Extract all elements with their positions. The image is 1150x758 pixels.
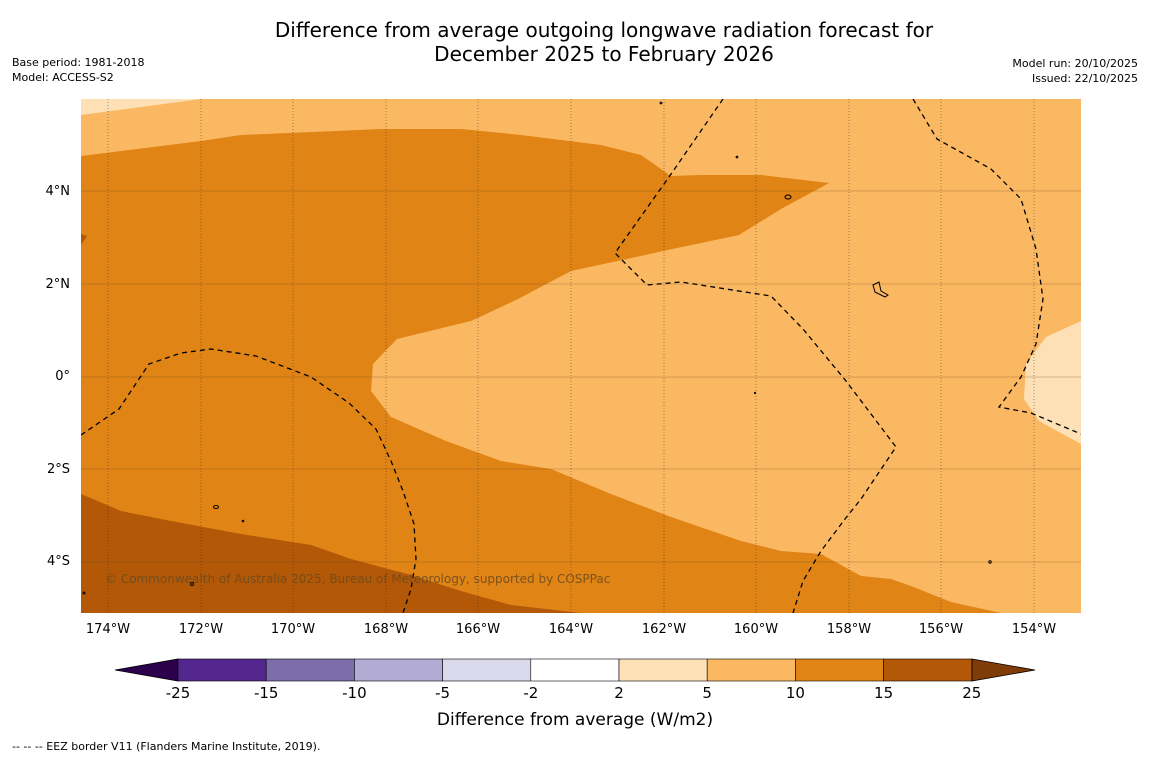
eez-footnote: -- -- -- EEZ border V11 (Flanders Marine… xyxy=(12,740,321,753)
eez-border-west xyxy=(81,348,417,613)
lon-label-172w: 172°W xyxy=(178,622,224,637)
lon-label-166w: 166°W xyxy=(455,622,501,637)
model-run: Model run: 20/10/2025 xyxy=(1012,57,1138,70)
band-10-to-15 xyxy=(81,129,1001,613)
lon-label-154w: 154°W xyxy=(1011,622,1057,637)
meta-left: Base period: 1981-2018 Model: ACCESS-S2 xyxy=(12,55,144,85)
lon-label-174w: 174°W xyxy=(85,622,131,637)
colorbar-svg xyxy=(114,658,1036,682)
band-2-to-5-northwest xyxy=(81,99,201,115)
lon-label-170w: 170°W xyxy=(270,622,316,637)
colorbar-cell-4 xyxy=(530,658,620,682)
lon-label-168w: 168°W xyxy=(363,622,409,637)
colorbar-label-4: -2 xyxy=(523,684,539,702)
colorbar-under-triangle xyxy=(114,658,179,682)
colorbar-label-8: 15 xyxy=(874,684,894,702)
colorbar-label-2: -10 xyxy=(342,684,367,702)
island-a xyxy=(784,194,792,200)
eez-border-central xyxy=(614,99,897,613)
band-15-to-25-edge xyxy=(81,234,87,245)
colorbar-title: Difference from average (W/m2) xyxy=(436,710,714,730)
lon-label-156w: 156°W xyxy=(918,622,964,637)
eez-borders xyxy=(81,99,1081,613)
map-svg xyxy=(81,99,1081,613)
colorbar-label-9: 25 xyxy=(962,684,982,702)
island-j xyxy=(82,591,86,595)
model-name: Model: ACCESS-S2 xyxy=(12,71,114,84)
colorbar-label-6: 5 xyxy=(702,684,712,702)
island-b xyxy=(872,281,889,298)
colorbar-over-triangle xyxy=(971,658,1036,682)
island-e xyxy=(190,582,194,586)
island-i xyxy=(988,560,992,564)
copyright-notice: © Commonwealth of Australia 2025, Bureau… xyxy=(105,572,611,586)
band-2-to-5-east xyxy=(1024,321,1081,444)
lat-label-0: 0° xyxy=(55,369,70,384)
map-panel[interactable] xyxy=(81,99,1081,613)
lon-label-160w: 160°W xyxy=(733,622,779,637)
island-d xyxy=(241,519,245,523)
colorbar-cell-1 xyxy=(265,658,355,682)
island-f xyxy=(659,101,663,105)
meta-right: Model run: 20/10/2025 Issued: 22/10/2025 xyxy=(1012,56,1138,86)
colorbar-cell-8 xyxy=(883,658,973,682)
issued-date: Issued: 22/10/2025 xyxy=(1031,72,1138,85)
band-15-to-25 xyxy=(81,494,581,613)
colorbar-label-1: -15 xyxy=(253,684,279,702)
colorbar-cell-0 xyxy=(177,658,267,682)
title-line-2: December 2025 to February 2026 xyxy=(434,42,774,66)
islands xyxy=(82,101,992,595)
colorbar-cell-5 xyxy=(618,658,708,682)
eez-border-east xyxy=(912,99,1081,435)
colorbar xyxy=(113,657,1038,685)
colorbar-label-7: 10 xyxy=(785,684,805,702)
colorbar-cell-3 xyxy=(442,658,532,682)
colorbar-cell-7 xyxy=(795,658,884,682)
lon-label-164w: 164°W xyxy=(548,622,594,637)
island-c xyxy=(213,505,219,509)
island-h xyxy=(753,391,757,395)
lat-label-4s: 4°S xyxy=(46,554,70,569)
colorbar-label-0: -25 xyxy=(165,684,191,702)
lon-label-162w: 162°W xyxy=(641,622,687,637)
lat-label-2s: 2°S xyxy=(46,462,70,477)
lat-label-2n: 2°N xyxy=(45,277,71,292)
lat-label-4n: 4°N xyxy=(45,184,71,199)
colorbar-cell-6 xyxy=(706,658,796,682)
base-period: Base period: 1981-2018 xyxy=(12,56,145,69)
title-line-1: Difference from average outgoing longwav… xyxy=(274,18,934,42)
colorbar-label-5: 2 xyxy=(614,684,624,702)
island-g xyxy=(735,155,739,159)
colorbar-cell-2 xyxy=(354,658,443,682)
chart-title: Difference from average outgoing longwav… xyxy=(0,18,1150,66)
latitude-gridlines xyxy=(81,190,1081,563)
lon-label-158w: 158°W xyxy=(826,622,872,637)
colorbar-label-3: -5 xyxy=(435,684,451,702)
